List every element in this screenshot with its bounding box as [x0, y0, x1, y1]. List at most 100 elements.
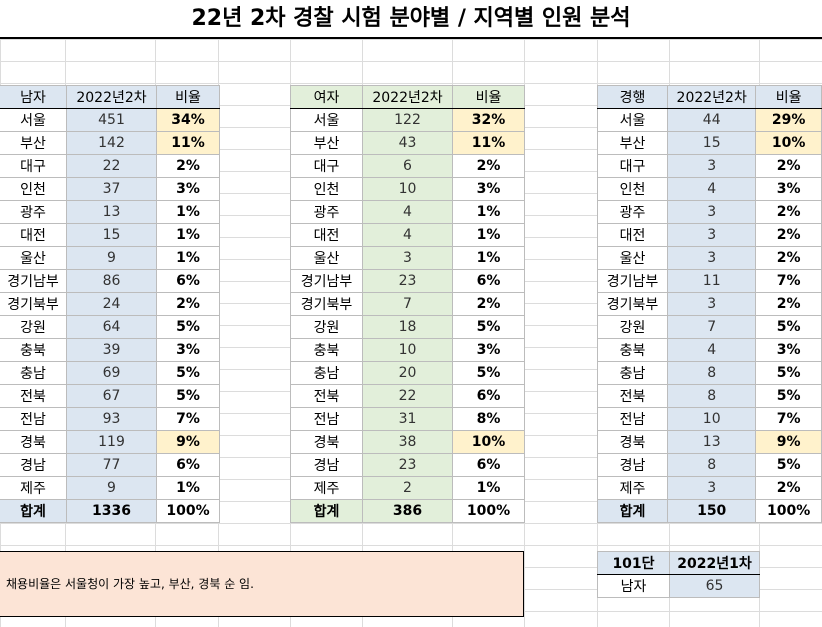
- ratio-cell: 6%: [452, 384, 525, 408]
- table-row: 경기남부 23 6%: [290, 269, 525, 293]
- table-row: 전북 22 6%: [290, 384, 525, 408]
- table-row: 전남 31 8%: [290, 407, 525, 431]
- region-cell: 전남: [596, 407, 669, 431]
- column-header: 비율: [156, 85, 220, 109]
- region-cell: 경기북부: [0, 292, 67, 316]
- ratio-cell: 6%: [452, 453, 525, 477]
- table-row: 경기남부 11 7%: [596, 269, 822, 293]
- region-cell: 전북: [290, 384, 363, 408]
- count-cell: 142: [66, 131, 157, 155]
- table-row: 충남 8 5%: [596, 361, 822, 385]
- count-cell: 119: [66, 430, 157, 454]
- table-row: 충남 20 5%: [290, 361, 525, 385]
- region-cell: 강원: [0, 315, 67, 339]
- unit-101-table: 101단 2022년1차 남자 65: [597, 551, 760, 598]
- total-row: 합계 386 100%: [290, 499, 525, 523]
- region-cell: 울산: [0, 246, 67, 270]
- count-cell: 23: [362, 269, 453, 293]
- region-cell: 대구: [596, 154, 669, 178]
- region-cell: 충남: [596, 361, 669, 385]
- region-cell: 대전: [290, 223, 363, 247]
- ratio-cell: 2%: [452, 292, 525, 316]
- table-row: 제주 2 1%: [290, 476, 525, 500]
- ratio-cell: 5%: [452, 361, 525, 385]
- count-cell: 15: [667, 131, 757, 155]
- table-row: 대전 15 1%: [0, 223, 220, 247]
- admin-table: 경행 2022년2차 비율 서울 44 29% 부산 15 10% 대구 3 2% 인천 4 3% 광주 3 2%…: [596, 85, 822, 523]
- ratio-cell: 10%: [755, 131, 822, 155]
- ratio-cell: 9%: [156, 430, 220, 454]
- column-header: 비율: [755, 85, 822, 109]
- count-cell: 3: [362, 246, 453, 270]
- ratio-cell: 8%: [452, 407, 525, 431]
- table-row: 충남 69 5%: [0, 361, 220, 385]
- count-cell: 7: [667, 315, 757, 339]
- ratio-cell: 6%: [156, 269, 220, 293]
- table-row: 서울 122 32%: [290, 108, 525, 132]
- table-row: 경기남부 86 6%: [0, 269, 220, 293]
- table-row: 울산 3 1%: [290, 246, 525, 270]
- ratio-cell: 2%: [755, 200, 822, 224]
- ratio-cell: 5%: [755, 453, 822, 477]
- count-cell: 4: [362, 200, 453, 224]
- ratio-cell: 7%: [755, 269, 822, 293]
- region-cell: 전남: [0, 407, 67, 431]
- ratio-cell: 3%: [156, 338, 220, 362]
- count-cell: 13: [667, 430, 757, 454]
- count-cell: 67: [66, 384, 157, 408]
- count-cell: 38: [362, 430, 453, 454]
- count-cell: 18: [362, 315, 453, 339]
- column-header: 비율: [452, 85, 525, 109]
- ratio-cell: 3%: [452, 338, 525, 362]
- total-ratio: 100%: [156, 499, 220, 523]
- count-cell: 4: [667, 338, 757, 362]
- region-cell: 경기남부: [290, 269, 363, 293]
- count-cell: 23: [362, 453, 453, 477]
- table-row: 충북 10 3%: [290, 338, 525, 362]
- table-row: 강원 18 5%: [290, 315, 525, 339]
- table-row: 광주 13 1%: [0, 200, 220, 224]
- count-cell: 69: [66, 361, 157, 385]
- total-label: 합계: [290, 499, 363, 523]
- small-row-value: 65: [669, 574, 760, 598]
- region-cell: 경기북부: [290, 292, 363, 316]
- male-table: 남자 2022년2차 비율 서울 451 34% 부산 142 11% 대구 22 2% 인천 37 3% 광…: [0, 85, 220, 523]
- count-cell: 8: [667, 453, 757, 477]
- ratio-cell: 5%: [156, 384, 220, 408]
- region-cell: 충북: [0, 338, 67, 362]
- region-cell: 서울: [596, 108, 669, 132]
- table-row: 제주 9 1%: [0, 476, 220, 500]
- count-cell: 10: [362, 177, 453, 201]
- table-row: 전남 93 7%: [0, 407, 220, 431]
- region-cell: 부산: [290, 131, 363, 155]
- ratio-cell: 2%: [156, 154, 220, 178]
- ratio-cell: 1%: [452, 223, 525, 247]
- total-ratio: 100%: [755, 499, 822, 523]
- region-cell: 인천: [596, 177, 669, 201]
- table-row: 대구 3 2%: [596, 154, 822, 178]
- column-header: 경행: [596, 85, 669, 109]
- table-row: 울산 9 1%: [0, 246, 220, 270]
- header-row: 남자 2022년2차 비율: [0, 85, 220, 109]
- count-cell: 13: [66, 200, 157, 224]
- ratio-cell: 5%: [755, 361, 822, 385]
- ratio-cell: 2%: [755, 223, 822, 247]
- total-label: 합계: [0, 499, 67, 523]
- table-row: 경북 119 9%: [0, 430, 220, 454]
- table-row: 대구 6 2%: [290, 154, 525, 178]
- table-row: 전북 67 5%: [0, 384, 220, 408]
- ratio-cell: 34%: [156, 108, 220, 132]
- total-count: 386: [362, 499, 453, 523]
- ratio-cell: 3%: [452, 177, 525, 201]
- table-row: 서울 451 34%: [0, 108, 220, 132]
- table-row: 경북 13 9%: [596, 430, 822, 454]
- table-row: 인천 37 3%: [0, 177, 220, 201]
- ratio-cell: 11%: [452, 131, 525, 155]
- page-title: 22년 2차 경찰 시험 분야별 / 지역별 인원 분석: [0, 0, 822, 39]
- table-row: 서울 44 29%: [596, 108, 822, 132]
- ratio-cell: 2%: [156, 292, 220, 316]
- region-cell: 강원: [290, 315, 363, 339]
- count-cell: 37: [66, 177, 157, 201]
- region-cell: 경남: [596, 453, 669, 477]
- ratio-cell: 29%: [755, 108, 822, 132]
